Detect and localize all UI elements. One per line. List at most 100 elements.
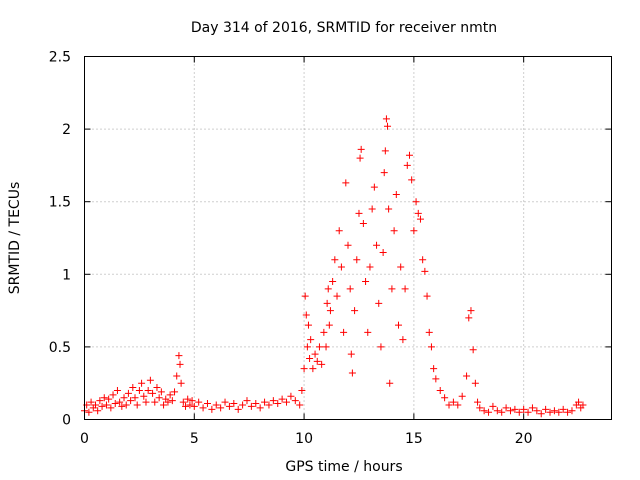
data-point [313,357,321,365]
data-point [311,350,319,358]
data-point [109,391,117,399]
data-point [256,404,264,412]
data-point [320,328,328,336]
data-point [524,408,532,416]
x-tick-label: 10 [295,431,313,447]
x-tick-label: 5 [190,431,199,447]
data-point [199,404,207,412]
data-point [370,183,378,191]
y-tick-label: 1.5 [49,195,71,211]
data-point [208,405,216,413]
chart-title: Day 314 of 2016, SRMTID for receiver nmt… [191,20,497,36]
data-point [331,256,339,264]
data-point [458,392,466,400]
data-point [176,360,184,368]
data-point [303,343,311,351]
data-point [291,397,299,405]
data-point [155,394,163,402]
data-point [346,285,354,293]
data-point [480,407,488,415]
data-point [379,249,387,257]
data-point [353,256,361,264]
data-point [98,402,106,410]
y-tick-label: 0 [62,413,71,429]
data-point [261,398,269,406]
data-point [427,343,435,351]
data-point [107,404,115,412]
data-point [243,397,251,405]
grid [84,56,612,420]
data-point [309,365,317,373]
data-point [506,407,514,415]
data-point [304,321,312,329]
data-point [301,292,309,300]
data-point [221,398,229,406]
data-point [511,405,519,413]
data-point [188,397,196,405]
data-point [421,267,429,275]
data-point [474,398,482,406]
data-point [325,321,333,329]
data-point [340,328,348,336]
data-point [124,389,132,397]
data-point [283,398,291,406]
data-point [151,398,159,406]
data-point [296,401,304,409]
plot-frame [84,56,612,420]
y-axis-title: SRMTID / TECUs [7,182,23,295]
x-tick-label: 0 [80,431,89,447]
data-point [298,386,306,394]
data-point [380,169,388,177]
y-tick-label: 0.5 [49,340,71,356]
data-point [133,401,141,409]
data-point [142,398,150,406]
x-tick-label: 20 [515,431,533,447]
data-point [131,394,139,402]
data-point [485,408,493,416]
data-point [307,336,315,344]
data-point [441,394,449,402]
data-point [87,398,95,406]
data-point [184,395,192,403]
data-point [410,227,418,235]
data-point [537,410,545,418]
data-point [157,388,165,396]
y-tick-label: 2 [62,122,71,138]
data-point [436,386,444,394]
data-point [116,398,124,406]
data-point [467,307,475,315]
data-point [575,398,583,406]
data-point [375,299,383,307]
data-point [164,398,172,406]
data-point [469,346,477,354]
data-point [173,372,181,380]
data-point [555,408,563,416]
data-point [388,285,396,293]
data-point [269,397,277,405]
data-point [144,386,152,394]
data-point [186,401,194,409]
data-point [230,400,238,408]
data-point [386,379,394,387]
data-point [129,384,137,392]
data-point [347,350,355,358]
data-point [323,299,331,307]
data-point [368,205,376,213]
data-point [234,405,242,413]
data-point [94,407,102,415]
data-point [449,398,457,406]
data-point [278,395,286,403]
data-point [493,407,501,415]
data-point [302,311,310,319]
data-point [239,401,247,409]
data-point [568,407,576,415]
data-point [149,389,157,397]
data-point [359,219,367,227]
data-point [287,392,295,400]
data-point [225,402,233,410]
data-point [217,404,225,412]
data-point [550,407,558,415]
data-point [111,400,119,408]
data-point [498,408,506,416]
data-point [471,379,479,387]
